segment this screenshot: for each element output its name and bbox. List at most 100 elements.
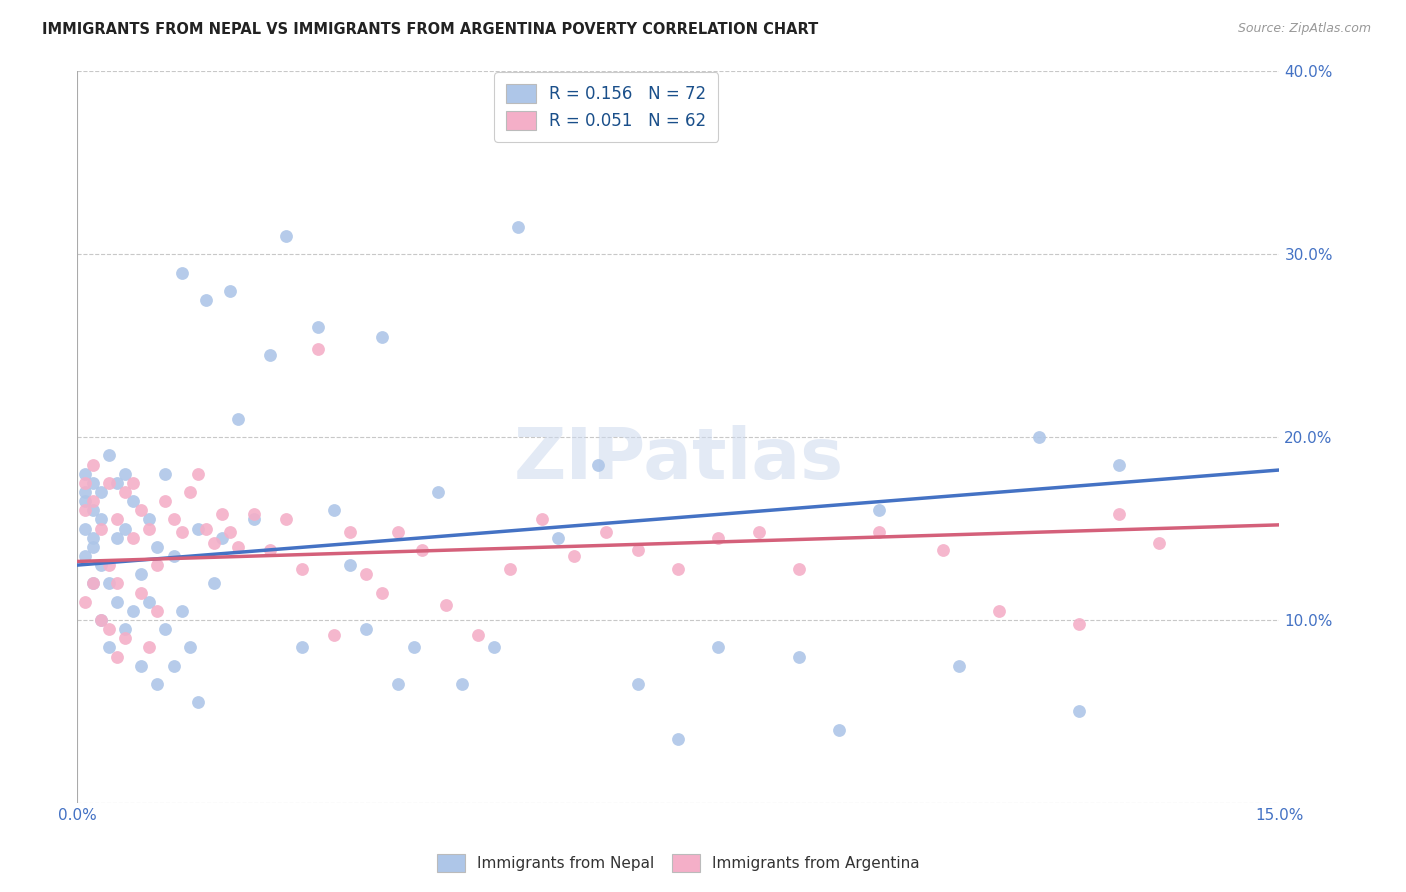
Point	[122, 604, 145, 618]
Point	[146, 677, 169, 691]
Point	[1069, 705, 1091, 719]
Point	[90, 512, 112, 526]
Point	[82, 576, 104, 591]
Point	[138, 521, 160, 535]
Point	[202, 576, 225, 591]
Point	[82, 540, 104, 554]
Point	[202, 536, 225, 550]
Text: Source: ZipAtlas.com: Source: ZipAtlas.com	[1237, 22, 1371, 36]
Point	[138, 594, 160, 608]
Point	[107, 576, 129, 591]
Point	[547, 531, 569, 545]
Point	[75, 521, 97, 535]
Point	[508, 219, 530, 234]
Point	[155, 494, 177, 508]
Point	[411, 543, 433, 558]
Point	[90, 558, 112, 573]
Point	[434, 599, 457, 613]
Point	[339, 558, 361, 573]
Point	[371, 585, 394, 599]
Point	[627, 543, 650, 558]
Point	[787, 562, 810, 576]
Point	[451, 677, 474, 691]
Point	[194, 293, 217, 307]
Point	[668, 562, 690, 576]
Point	[371, 329, 394, 343]
Point	[387, 677, 409, 691]
Point	[146, 558, 169, 573]
Point	[988, 604, 1011, 618]
Point	[98, 640, 121, 655]
Point	[75, 485, 97, 500]
Point	[467, 627, 489, 641]
Point	[187, 695, 209, 709]
Point	[595, 525, 617, 540]
Text: ZIPatlas: ZIPatlas	[513, 425, 844, 493]
Point	[932, 543, 955, 558]
Point	[75, 594, 97, 608]
Point	[707, 531, 730, 545]
Point	[322, 503, 344, 517]
Point	[82, 503, 104, 517]
Point	[307, 343, 329, 357]
Point	[90, 485, 112, 500]
Point	[114, 622, 136, 636]
Point	[627, 677, 650, 691]
Point	[98, 558, 121, 573]
Point	[75, 475, 97, 490]
Point	[107, 649, 129, 664]
Point	[107, 594, 129, 608]
Point	[179, 485, 201, 500]
Point	[114, 521, 136, 535]
Point	[668, 731, 690, 746]
Point	[402, 640, 425, 655]
Point	[274, 512, 297, 526]
Point	[82, 494, 104, 508]
Point	[354, 567, 377, 582]
Point	[82, 475, 104, 490]
Point	[531, 512, 554, 526]
Point	[107, 531, 129, 545]
Point	[707, 640, 730, 655]
Point	[218, 284, 240, 298]
Point	[146, 540, 169, 554]
Point	[114, 467, 136, 481]
Point	[1028, 430, 1050, 444]
Point	[339, 525, 361, 540]
Point	[114, 485, 136, 500]
Point	[259, 348, 281, 362]
Point	[82, 576, 104, 591]
Point	[1149, 536, 1171, 550]
Point	[98, 576, 121, 591]
Point	[75, 494, 97, 508]
Point	[82, 531, 104, 545]
Point	[170, 604, 193, 618]
Point	[122, 531, 145, 545]
Point	[748, 525, 770, 540]
Point	[162, 549, 184, 563]
Point	[75, 549, 97, 563]
Point	[155, 622, 177, 636]
Point	[138, 512, 160, 526]
Legend: Immigrants from Nepal, Immigrants from Argentina: Immigrants from Nepal, Immigrants from A…	[429, 847, 928, 880]
Point	[187, 521, 209, 535]
Point	[98, 622, 121, 636]
Point	[107, 475, 129, 490]
Point	[1108, 458, 1130, 472]
Text: IMMIGRANTS FROM NEPAL VS IMMIGRANTS FROM ARGENTINA POVERTY CORRELATION CHART: IMMIGRANTS FROM NEPAL VS IMMIGRANTS FROM…	[42, 22, 818, 37]
Point	[82, 458, 104, 472]
Point	[155, 467, 177, 481]
Point	[828, 723, 851, 737]
Point	[122, 475, 145, 490]
Point	[226, 412, 249, 426]
Point	[162, 512, 184, 526]
Point	[75, 503, 97, 517]
Point	[146, 604, 169, 618]
Point	[291, 640, 314, 655]
Point	[307, 320, 329, 334]
Point	[90, 521, 112, 535]
Point	[98, 475, 121, 490]
Point	[427, 485, 450, 500]
Point	[242, 512, 264, 526]
Point	[131, 503, 153, 517]
